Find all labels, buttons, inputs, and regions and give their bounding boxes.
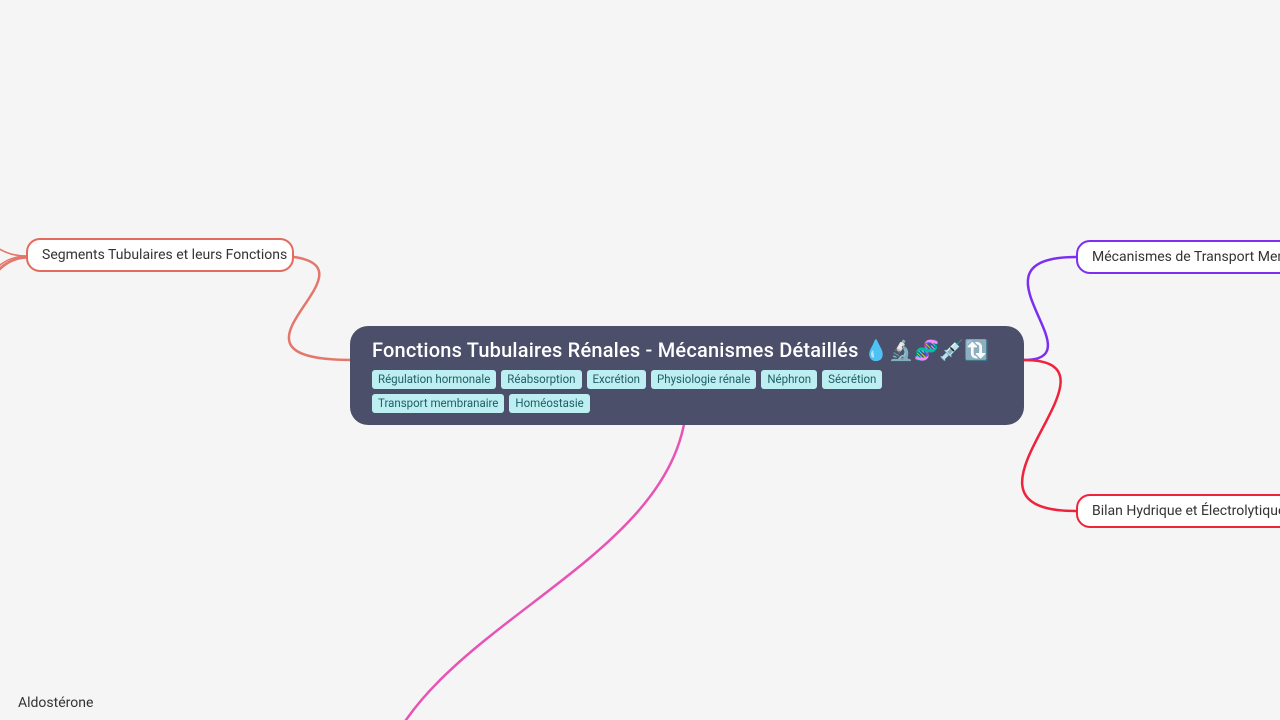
node-aldosterone[interactable]: Aldostérone [18,695,93,711]
tag[interactable]: Néphron [761,370,817,389]
central-title: Fonctions Tubulaires Rénales - Mécanisme… [372,338,1002,362]
tag[interactable]: Homéostasie [509,394,589,413]
node-label: Segments Tubulaires et leurs Fonctions [42,247,287,263]
node-label: Bilan Hydrique et Électrolytique [1092,503,1280,519]
tag[interactable]: Transport membranaire [372,394,504,413]
central-node[interactable]: Fonctions Tubulaires Rénales - Mécanisme… [350,326,1024,425]
node-bilan-hydrique[interactable]: Bilan Hydrique et Électrolytique [1076,494,1280,528]
tag[interactable]: Physiologie rénale [651,370,756,389]
node-label: Aldostérone [18,695,93,711]
node-segments-tubulaires[interactable]: Segments Tubulaires et leurs Fonctions [26,238,294,272]
tag[interactable]: Sécrétion [822,370,882,389]
tag[interactable]: Excrétion [587,370,647,389]
node-label: Mécanismes de Transport Mem [1092,249,1280,265]
tag[interactable]: Réabsorption [501,370,581,389]
central-tags: Régulation hormonale Réabsorption Excrétio… [372,370,1002,413]
tag[interactable]: Régulation hormonale [372,370,496,389]
node-mecanismes-transport[interactable]: Mécanismes de Transport Mem [1076,240,1280,274]
